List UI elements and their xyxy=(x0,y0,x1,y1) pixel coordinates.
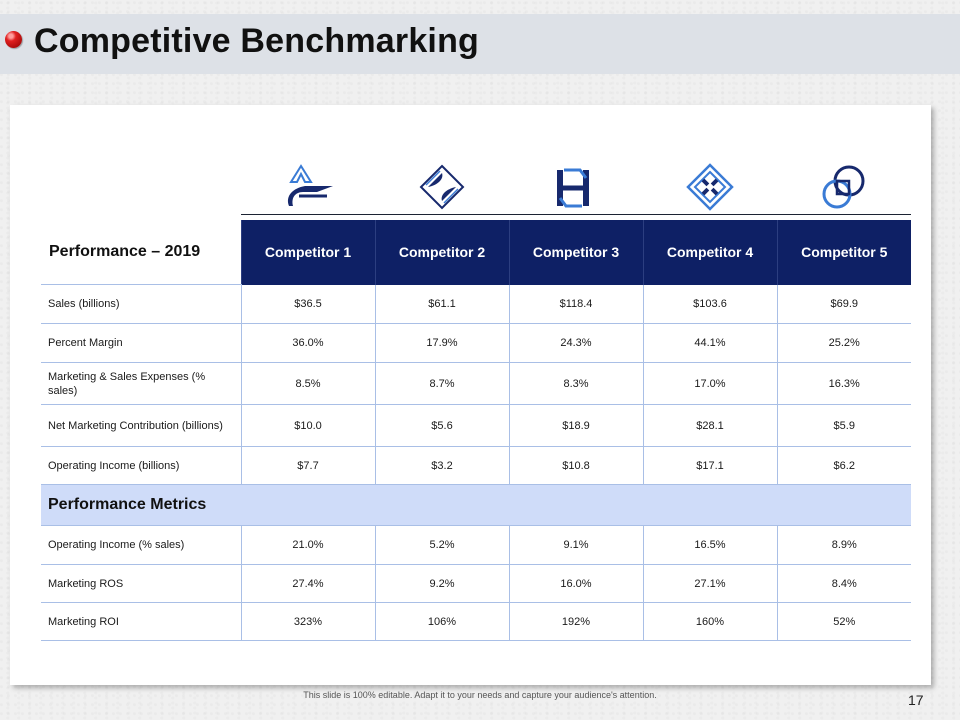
title-bar xyxy=(0,14,960,74)
table-cell: 27.4% xyxy=(240,564,375,603)
table-cell: 25.2% xyxy=(776,323,911,363)
logo-divider-line xyxy=(241,214,911,215)
table-cell: $5.6 xyxy=(374,404,509,447)
table-row: Operating Income (billions) $7.7 $3.2 $1… xyxy=(41,446,911,485)
table-cell: 16.0% xyxy=(508,564,643,603)
table-cell: 21.0% xyxy=(240,525,375,565)
table-cell: 8.5% xyxy=(240,362,375,405)
table-row: Marketing ROI 323% 106% 192% 160% 52% xyxy=(41,602,911,641)
table-cell: 9.1% xyxy=(508,525,643,565)
table-cell: 106% xyxy=(374,602,509,641)
table-row: Percent Margin 36.0% 17.9% 24.3% 44.1% 2… xyxy=(41,323,911,363)
table-cell: 27.1% xyxy=(642,564,777,603)
table-cell: 323% xyxy=(240,602,375,641)
row-label: Operating Income (% sales) xyxy=(41,525,241,565)
table-cell: 24.3% xyxy=(508,323,643,363)
table-cell: 8.7% xyxy=(374,362,509,405)
table-cell: $3.2 xyxy=(374,446,509,485)
row-label: Operating Income (billions) xyxy=(41,446,241,485)
table-cell: 16.5% xyxy=(642,525,777,565)
table-cell: 9.2% xyxy=(374,564,509,603)
competitor-1-logo-icon xyxy=(287,164,333,206)
table-cell: $69.9 xyxy=(776,284,911,324)
logo-cell xyxy=(509,160,643,214)
competitor-5-logo-icon xyxy=(822,165,865,209)
table-cell: $5.9 xyxy=(776,404,911,447)
performance-metrics-heading: Performance Metrics xyxy=(41,484,911,526)
table-row: Marketing & Sales Expenses (% sales) 8.5… xyxy=(41,362,911,405)
competitor-header: Competitor 1 xyxy=(240,220,375,285)
table-row: Operating Income (% sales) 21.0% 5.2% 9.… xyxy=(41,525,911,565)
logo-cell xyxy=(375,160,509,214)
table-cell: 8.3% xyxy=(508,362,643,405)
row-label: Marketing & Sales Expenses (% sales) xyxy=(41,362,241,405)
table-cell: 17.0% xyxy=(642,362,777,405)
table-cell: 8.4% xyxy=(776,564,911,603)
red-bullet-icon xyxy=(5,31,22,48)
row-label: Marketing ROS xyxy=(41,564,241,603)
logo-cell xyxy=(643,160,777,214)
benchmark-table: Performance – 2019 Competitor 1 Competit… xyxy=(41,220,911,641)
footer-note: This slide is 100% editable. Adapt it to… xyxy=(303,690,657,700)
row-label: Percent Margin xyxy=(41,323,241,363)
logo-cell xyxy=(241,160,375,214)
competitor-header: Competitor 5 xyxy=(776,220,911,285)
table-cell: 16.3% xyxy=(776,362,911,405)
row-label: Net Marketing Contribution (billions) xyxy=(41,404,241,447)
table-cell: 36.0% xyxy=(240,323,375,363)
competitor-header: Competitor 4 xyxy=(642,220,777,285)
competitor-3-logo-icon xyxy=(557,168,589,208)
table-cell: 44.1% xyxy=(642,323,777,363)
table-cell: $103.6 xyxy=(642,284,777,324)
table-row: Marketing ROS 27.4% 9.2% 16.0% 27.1% 8.4… xyxy=(41,564,911,603)
table-cell: 160% xyxy=(642,602,777,641)
table-cell: $118.4 xyxy=(508,284,643,324)
competitor-2-logo-icon xyxy=(419,164,465,210)
table-row: Sales (billions) $36.5 $61.1 $118.4 $103… xyxy=(41,284,911,324)
page-number: 17 xyxy=(908,692,924,708)
table-cell: 5.2% xyxy=(374,525,509,565)
table-cell: 52% xyxy=(776,602,911,641)
competitor-4-logo-icon xyxy=(686,163,734,211)
table-cell: $28.1 xyxy=(642,404,777,447)
table-cell: $18.9 xyxy=(508,404,643,447)
table-cell: 8.9% xyxy=(776,525,911,565)
section-header-row: Performance Metrics xyxy=(41,484,911,526)
table-cell: $6.2 xyxy=(776,446,911,485)
table-cell: $61.1 xyxy=(374,284,509,324)
table-cell: 192% xyxy=(508,602,643,641)
page-title: Competitive Benchmarking xyxy=(34,22,480,60)
table-header-row: Performance – 2019 Competitor 1 Competit… xyxy=(41,220,911,285)
table-cell: $10.0 xyxy=(240,404,375,447)
table-cell: $10.8 xyxy=(508,446,643,485)
table-cell: $17.1 xyxy=(642,446,777,485)
table-cell: $7.7 xyxy=(240,446,375,485)
performance-year-header: Performance – 2019 xyxy=(41,220,241,285)
competitor-header: Competitor 3 xyxy=(508,220,643,285)
table-cell: 17.9% xyxy=(374,323,509,363)
row-label: Sales (billions) xyxy=(41,284,241,324)
competitor-header: Competitor 2 xyxy=(374,220,509,285)
table-cell: $36.5 xyxy=(240,284,375,324)
table-row: Net Marketing Contribution (billions) $1… xyxy=(41,404,911,447)
competitor-logos-row xyxy=(241,160,911,214)
row-label: Marketing ROI xyxy=(41,602,241,641)
logo-cell xyxy=(777,160,911,214)
